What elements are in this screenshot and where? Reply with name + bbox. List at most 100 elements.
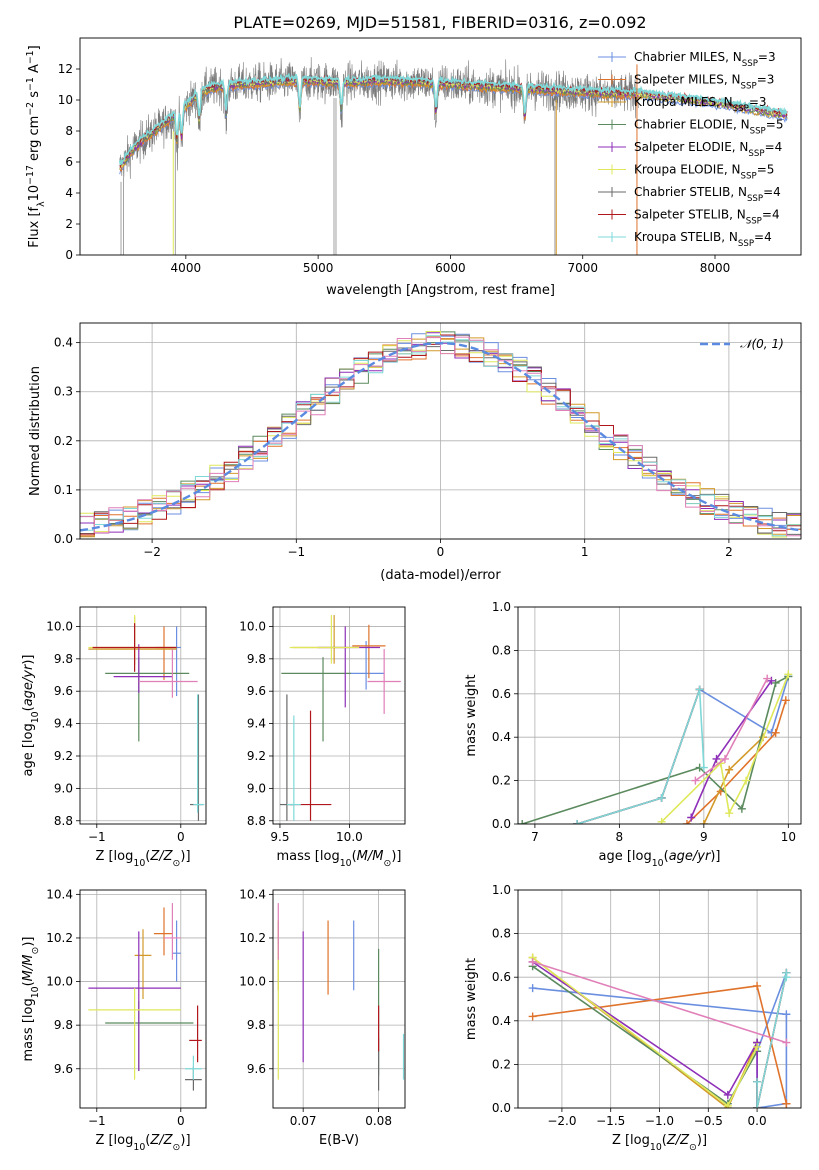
axes-frame — [517, 889, 802, 1109]
y-tick-label: 0.4 — [492, 1014, 511, 1028]
data-point-marker — [782, 973, 791, 982]
x-tick-label: 1 — [581, 545, 589, 559]
y-tick-label: 0.4 — [492, 730, 511, 744]
y-tick-label: 0.0 — [54, 532, 73, 546]
data-point-marker — [725, 765, 734, 774]
y-tick-label: 8 — [65, 124, 73, 138]
x-tick-label: −2 — [143, 545, 161, 559]
data-point-marker — [657, 793, 666, 802]
data-point-marker — [753, 1104, 762, 1108]
mass-weight-line — [532, 961, 758, 1108]
data-point-marker — [528, 984, 537, 993]
y-tick-label: 8.8 — [54, 814, 73, 828]
axes-frame — [79, 606, 207, 825]
data-point-marker — [771, 678, 780, 687]
errorbar-point — [155, 626, 173, 680]
y-axis-label: mass [log10(M/M⊙)] — [21, 937, 41, 1062]
chart-mass-vs-ebv: 0.07 0.08 9.6 9.8 10.0 10.2 10.4 E(B-V) — [239, 887, 406, 1148]
mass-weight-line — [532, 961, 787, 1044]
errorbar-point — [286, 715, 301, 821]
y-tick-label: 9.2 — [247, 749, 266, 763]
y-tick-label: 1.0 — [492, 883, 511, 897]
data-point-marker — [691, 776, 700, 785]
data-point-marker — [781, 696, 790, 705]
x-tick-label: 2 — [725, 545, 733, 559]
plot-area — [277, 903, 405, 1091]
axes-frame — [272, 606, 406, 825]
axes-frame — [517, 606, 802, 825]
x-tick-label: −0.5 — [694, 1114, 723, 1128]
data-point-marker — [771, 728, 780, 737]
x-tick-label: 9.5 — [270, 830, 289, 844]
legend-label: Kroupa ELODIE, NSSP=5 — [634, 163, 774, 182]
model-spectrum-line — [118, 72, 788, 166]
x-axis-label: Z [log10(Z/Z⊙)] — [95, 849, 190, 869]
errorbar-point — [153, 907, 173, 956]
data-point-marker — [687, 813, 696, 822]
data-point-marker — [753, 1042, 762, 1051]
x-tick-label: 9 — [700, 830, 708, 844]
errorbar-point — [349, 641, 385, 690]
y-tick-label: 0.3 — [54, 385, 73, 399]
x-tick-label: −1 — [88, 1114, 106, 1128]
data-point-marker — [784, 670, 793, 679]
y-tick-label: 0.1 — [54, 483, 73, 497]
y-tick-label: 9.0 — [247, 781, 266, 795]
data-point-marker — [767, 676, 776, 685]
data-point-marker — [782, 1038, 791, 1047]
y-axis-label: mass weight — [464, 958, 479, 1040]
data-point-marker — [528, 1012, 537, 1021]
errorbar-point — [281, 657, 351, 742]
data-point-marker — [720, 754, 729, 763]
errorbar-point — [279, 694, 294, 821]
legend-label: Chabrier STELIB, NSSP=4 — [634, 185, 781, 204]
y-axis-label: age [log10(age/yr)] — [21, 654, 41, 776]
x-tick-label: 7 — [531, 830, 539, 844]
data-point-marker — [723, 1090, 732, 1099]
plot-area — [528, 953, 791, 1108]
x-axis-label: (data-model)/error — [380, 568, 501, 583]
chart-mass-weight-vs-age: 7 8 9 10 0.0 0.2 0.4 0.6 0.8 1.0 age [log10(age/yr… — [464, 600, 802, 869]
x-tick-label: 0 — [437, 545, 445, 559]
spectrum-legend: Chabrier MILES, NSSP=3 Salpeter MILES, NS… — [598, 50, 783, 249]
errorbar-point — [105, 1001, 194, 1071]
legend-label: Salpeter STELIB, NSSP=4 — [634, 208, 780, 227]
histogram-legend: 𝒩(0, 1) — [700, 337, 784, 351]
data-point-marker — [657, 817, 666, 824]
y-tick-label: 4 — [65, 186, 73, 200]
errorbar-point — [88, 616, 177, 666]
plot-area — [80, 331, 801, 538]
x-axis-label: Z [log10(Z/Z⊙)] — [612, 1133, 707, 1153]
y-axis-label: Normed distribution — [28, 366, 43, 496]
axes-frame — [79, 889, 207, 1109]
x-tick-label: 0 — [177, 830, 185, 844]
mass-weight-line — [576, 689, 705, 824]
y-tick-label: 0.6 — [492, 970, 511, 984]
x-axis-label: age [log10(age/yr)] — [598, 849, 720, 869]
data-point-marker — [518, 820, 527, 824]
errorbar-point — [289, 615, 360, 664]
plot-area — [279, 615, 401, 821]
y-tick-label: 0.2 — [492, 774, 511, 788]
y-tick-label: 0.8 — [492, 927, 511, 941]
legend-label: Kroupa STELIB, NSSP=4 — [634, 230, 772, 249]
legend-label: Salpeter ELODIE, NSSP=4 — [634, 140, 782, 159]
y-tick-label: 6 — [65, 155, 73, 169]
legend-label: Chabrier ELODIE, NSSP=5 — [634, 118, 783, 137]
errorbar-point — [92, 623, 177, 672]
mass-weight-line — [532, 965, 758, 1105]
y-tick-label: 9.4 — [247, 717, 266, 731]
data-point-marker — [695, 685, 704, 694]
y-tick-label: 9.0 — [54, 781, 73, 795]
y-tick-label: 10.4 — [239, 887, 266, 901]
x-tick-label: −1.5 — [596, 1114, 625, 1128]
chart-mass-vs-Z: −1 0 9.6 9.8 10.0 10.2 10.4 Z [log10(Z/Z⊙)] mass… — [21, 887, 207, 1153]
axes-frame — [79, 322, 802, 540]
chart-mass-weight-vs-Z: −2.0 −1.5 −1.0 −0.5 0.0 0.0 0.2 0.4 0.6 0.8 1.0 Z [… — [464, 883, 802, 1153]
errorbar-point — [138, 649, 198, 698]
data-point-marker — [573, 820, 582, 824]
data-point-marker — [699, 820, 708, 824]
legend-label: Chabrier MILES, NSSP=3 — [634, 50, 776, 69]
y-tick-label: 0.8 — [492, 643, 511, 657]
chart-age-vs-mass: 9.5 10.0 8.8 9.0 9.2 9.4 9.6 9.8 10.0 mass [log10… — [239, 606, 406, 869]
